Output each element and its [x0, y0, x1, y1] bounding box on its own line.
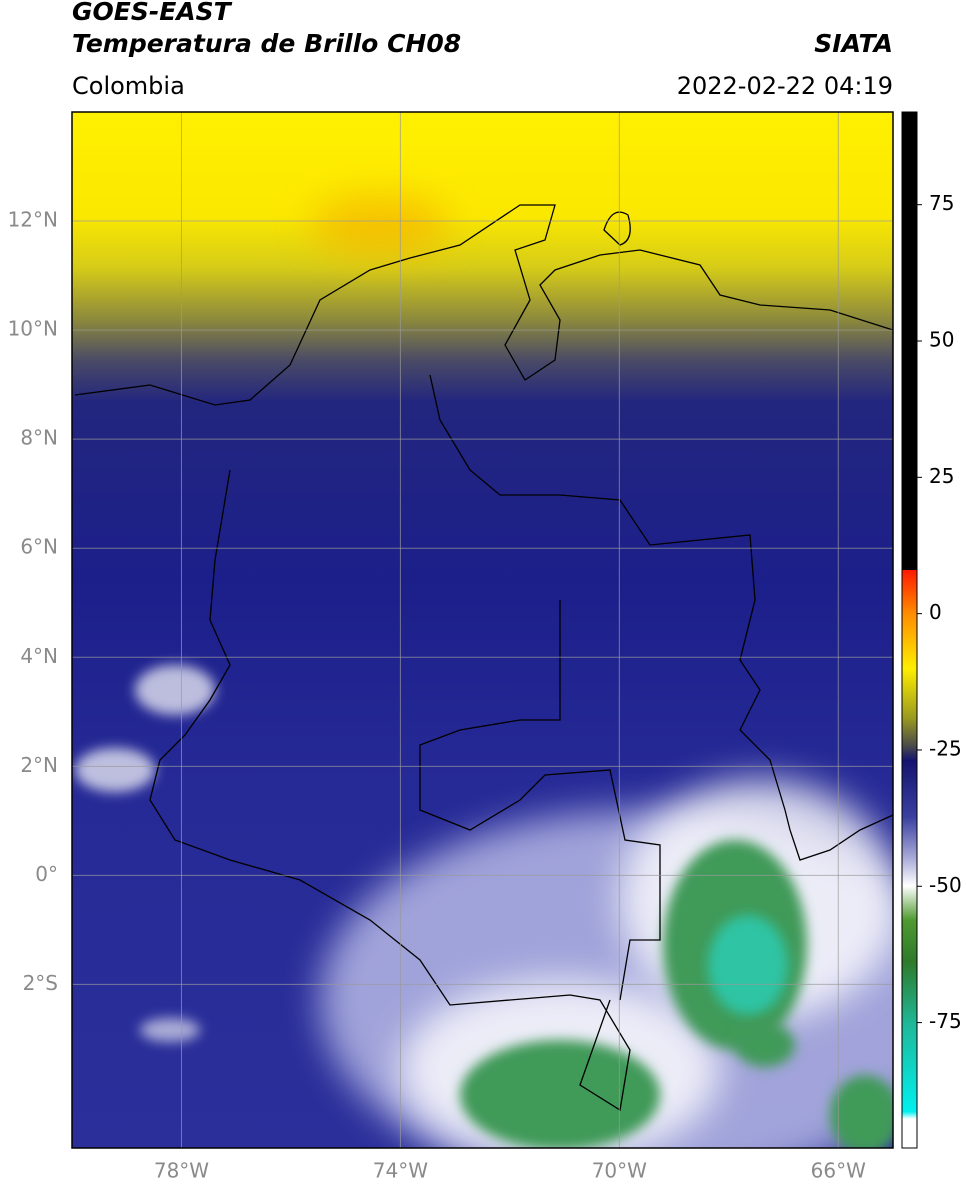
- datetime: 2022-02-22 04:19: [677, 72, 893, 100]
- title-line1: GOES-EAST: [72, 0, 233, 26]
- y-tick-label: 2°S: [23, 971, 58, 995]
- x-tick-label: 74°W: [373, 1159, 428, 1183]
- y-tick-label: 10°N: [8, 317, 58, 341]
- satellite-image: [72, 112, 893, 1148]
- colorbar-tick-label: 50: [929, 328, 954, 352]
- y-tick-label: 12°N: [8, 208, 58, 232]
- colorbar-tick-label: -75: [929, 1009, 962, 1033]
- map-frame: [71, 111, 894, 1149]
- colorbar-tick-label: -25: [929, 736, 962, 760]
- x-tick-label: 70°W: [592, 1159, 647, 1183]
- y-tick-label: 6°N: [20, 535, 58, 559]
- y-tick-label: 4°N: [20, 644, 58, 668]
- source: SIATA: [814, 29, 893, 58]
- x-tick-label: 78°W: [154, 1159, 209, 1183]
- y-tick-label: 0°: [35, 862, 58, 886]
- colorbar-tick-label: 25: [929, 464, 954, 488]
- y-tick-label: 8°N: [20, 426, 58, 450]
- colorbar-tick-label: 0: [929, 600, 942, 624]
- colorbar-tick-label: 75: [929, 191, 954, 215]
- colorbar-tick-label: -50: [929, 873, 962, 897]
- region: Colombia: [72, 72, 185, 100]
- x-tick-label: 66°W: [811, 1159, 866, 1183]
- y-tick-label: 2°N: [20, 753, 58, 777]
- gridlines: [72, 112, 893, 1148]
- colorbar: [901, 111, 918, 1149]
- title-line2: Temperatura de Brillo CH08: [72, 29, 461, 58]
